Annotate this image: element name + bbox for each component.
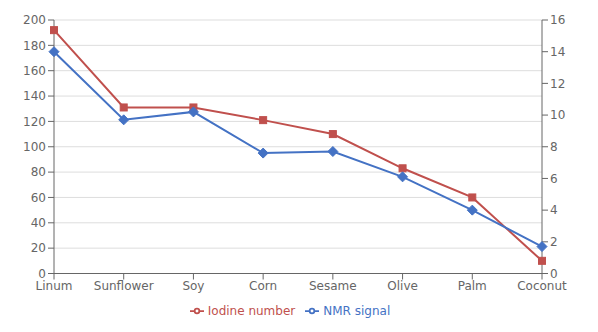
- svg-text:Olive: Olive: [387, 279, 418, 293]
- svg-text:0: 0: [38, 267, 46, 281]
- svg-text:8: 8: [550, 140, 558, 154]
- svg-text:Sesame: Sesame: [309, 279, 357, 293]
- svg-text:40: 40: [31, 216, 46, 230]
- svg-text:120: 120: [23, 115, 46, 129]
- svg-text:Soy: Soy: [182, 279, 204, 293]
- svg-text:Corn: Corn: [249, 279, 277, 293]
- svg-text:100: 100: [23, 140, 46, 154]
- svg-text:10: 10: [550, 108, 565, 122]
- svg-text:Linum: Linum: [36, 279, 73, 293]
- svg-text:0: 0: [550, 267, 558, 281]
- svg-text:140: 140: [23, 89, 46, 103]
- svg-text:6: 6: [550, 172, 558, 186]
- svg-text:20: 20: [31, 241, 46, 255]
- html-text:Iodine number: Iodine number: [207, 303, 296, 318]
- svg-text:4: 4: [550, 203, 558, 217]
- html-text:NMR signal: NMR signal: [323, 303, 391, 318]
- svg-text:Palm: Palm: [458, 279, 487, 293]
- svg-text:14: 14: [550, 45, 565, 59]
- svg-text:12: 12: [550, 77, 565, 91]
- svg-text:80: 80: [31, 165, 46, 179]
- svg-text:16: 16: [550, 13, 565, 27]
- svg-text:200: 200: [23, 13, 46, 27]
- svg-text:Coconut: Coconut: [517, 279, 567, 293]
- svg-text:Sunflower: Sunflower: [94, 279, 154, 293]
- svg-text:2: 2: [550, 235, 558, 249]
- svg-text:160: 160: [23, 64, 46, 78]
- svg-text:60: 60: [31, 191, 46, 205]
- svg-text:180: 180: [23, 39, 46, 53]
